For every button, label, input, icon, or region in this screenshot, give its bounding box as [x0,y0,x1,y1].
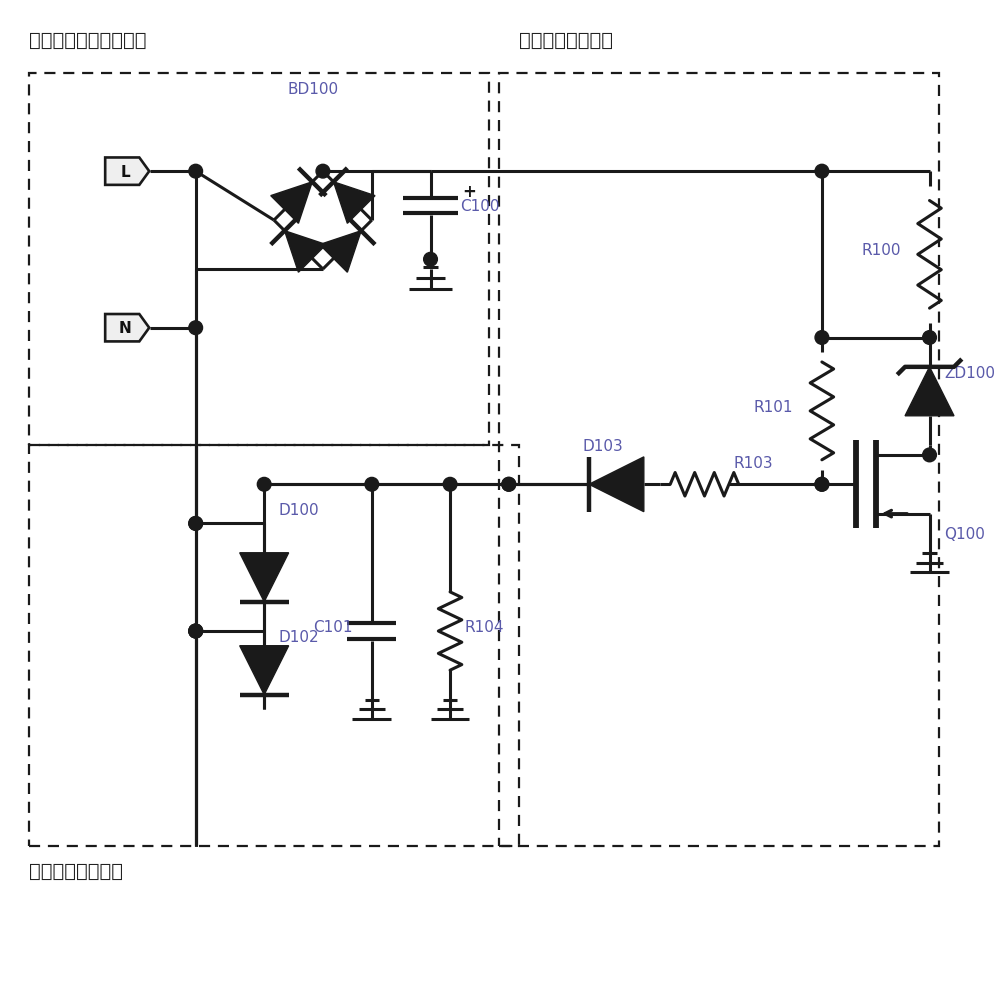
Circle shape [815,478,829,492]
Polygon shape [285,232,326,273]
Circle shape [502,478,516,492]
Circle shape [316,165,330,179]
Text: C100: C100 [460,199,499,214]
Circle shape [815,165,829,179]
Polygon shape [320,232,361,273]
Text: BD100: BD100 [288,82,339,96]
Text: N: N [119,321,132,336]
Circle shape [189,624,203,638]
Circle shape [189,624,203,638]
Text: Q100: Q100 [944,527,985,542]
Text: ZD100: ZD100 [944,365,995,381]
Circle shape [923,448,936,462]
Circle shape [257,478,271,492]
Polygon shape [334,183,375,224]
Text: D100: D100 [279,502,319,517]
Polygon shape [240,554,289,602]
Text: D102: D102 [279,629,319,644]
Text: D103: D103 [582,438,623,453]
Circle shape [189,517,203,531]
Circle shape [424,253,437,266]
Text: C101: C101 [313,619,353,634]
Polygon shape [905,368,954,416]
Text: 残留电荷泄放单元: 残留电荷泄放单元 [519,31,613,50]
Circle shape [189,517,203,531]
Text: R104: R104 [465,619,504,634]
Text: L: L [120,164,130,180]
Circle shape [815,478,829,492]
Text: 交流电压检测单元: 交流电压检测单元 [29,861,123,880]
Circle shape [502,478,516,492]
Text: R103: R103 [734,455,773,470]
Circle shape [189,165,203,179]
Polygon shape [105,315,149,342]
Circle shape [189,321,203,335]
Circle shape [443,478,457,492]
Text: +: + [462,183,476,201]
Text: R101: R101 [753,400,793,414]
Circle shape [923,331,936,345]
Polygon shape [271,183,312,224]
Polygon shape [105,158,149,186]
Text: R100: R100 [861,244,901,258]
Circle shape [189,624,203,638]
Text: 交流输入整流滤波单元: 交流输入整流滤波单元 [29,31,147,50]
Circle shape [815,331,829,345]
Circle shape [365,478,379,492]
Polygon shape [589,457,644,512]
Polygon shape [240,646,289,695]
